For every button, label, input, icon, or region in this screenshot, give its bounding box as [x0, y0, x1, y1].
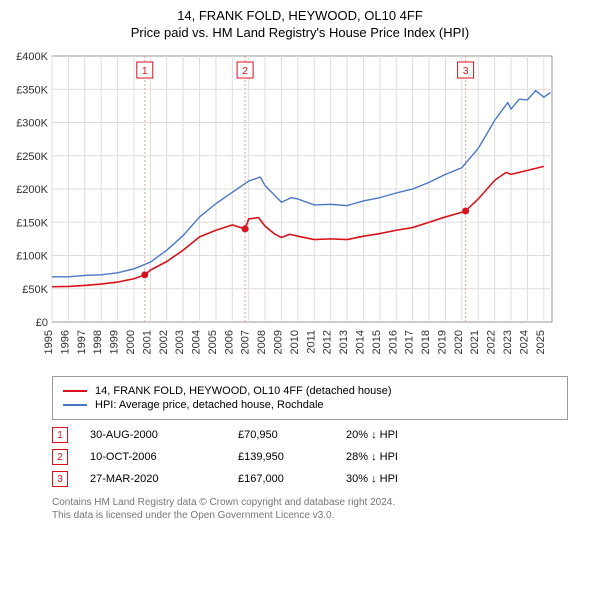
svg-text:1999: 1999	[109, 330, 121, 354]
legend-row: 14, FRANK FOLD, HEYWOOD, OL10 4FF (detac…	[63, 385, 557, 397]
marker-date: 30-AUG-2000	[90, 429, 230, 441]
svg-text:3: 3	[463, 66, 469, 77]
chart-area: £0 £50K £100K £150K £200K £250K £300K £350K £400…	[8, 48, 592, 368]
svg-text:2002: 2002	[158, 330, 170, 354]
chart-subtitle: Price paid vs. HM Land Registry's House …	[8, 25, 592, 40]
marker-delta: 20% ↓ HPI	[346, 429, 446, 441]
svg-text:2008: 2008	[256, 330, 268, 354]
svg-text:£100K: £100K	[16, 251, 48, 263]
footnote-line1: Contains HM Land Registry data © Crown c…	[52, 496, 568, 509]
marker-row: 1 30-AUG-2000 £70,950 20% ↓ HPI	[52, 424, 568, 446]
svg-text:2023: 2023	[502, 330, 514, 354]
svg-text:£400K: £400K	[16, 51, 48, 63]
svg-text:1: 1	[142, 66, 148, 77]
svg-text:2006: 2006	[223, 330, 235, 354]
legend-label: 14, FRANK FOLD, HEYWOOD, OL10 4FF (detac…	[95, 385, 392, 397]
svg-text:2010: 2010	[289, 330, 301, 354]
svg-text:£150K: £150K	[16, 217, 48, 229]
svg-text:1995: 1995	[43, 330, 55, 354]
svg-text:£50K: £50K	[22, 284, 48, 296]
legend-label: HPI: Average price, detached house, Roch…	[95, 399, 324, 411]
marker-price: £139,950	[238, 451, 338, 463]
svg-text:2007: 2007	[240, 330, 252, 354]
svg-text:2001: 2001	[141, 330, 153, 354]
marker-delta: 28% ↓ HPI	[346, 451, 446, 463]
svg-text:1997: 1997	[76, 330, 88, 354]
footnote: Contains HM Land Registry data © Crown c…	[52, 496, 568, 522]
marker-number-box: 1	[52, 427, 68, 443]
svg-text:2011: 2011	[305, 330, 317, 354]
svg-text:2018: 2018	[420, 330, 432, 354]
svg-text:£300K: £300K	[16, 118, 48, 130]
svg-text:£350K: £350K	[16, 84, 48, 96]
svg-text:2003: 2003	[174, 330, 186, 354]
svg-text:2022: 2022	[486, 330, 498, 354]
svg-text:2014: 2014	[354, 330, 366, 354]
svg-text:2: 2	[242, 66, 248, 77]
svg-text:2005: 2005	[207, 330, 219, 354]
marker-price: £70,950	[238, 429, 338, 441]
marker-delta: 30% ↓ HPI	[346, 473, 446, 485]
svg-text:£250K: £250K	[16, 151, 48, 163]
svg-text:2000: 2000	[125, 330, 137, 354]
svg-text:2013: 2013	[338, 330, 350, 354]
svg-text:2024: 2024	[518, 330, 530, 354]
legend-row: HPI: Average price, detached house, Roch…	[63, 399, 557, 411]
svg-text:2016: 2016	[387, 330, 399, 354]
svg-text:2020: 2020	[453, 330, 465, 354]
marker-row: 2 10-OCT-2006 £139,950 28% ↓ HPI	[52, 446, 568, 468]
legend-swatch	[63, 404, 87, 406]
marker-row: 3 27-MAR-2020 £167,000 30% ↓ HPI	[52, 468, 568, 490]
svg-text:2015: 2015	[371, 330, 383, 354]
svg-text:2021: 2021	[469, 330, 481, 354]
line-chart-svg: £0 £50K £100K £150K £200K £250K £300K £350K £400…	[8, 48, 568, 368]
svg-text:£0: £0	[36, 317, 48, 329]
svg-text:2012: 2012	[322, 330, 334, 354]
svg-text:2025: 2025	[535, 330, 547, 354]
legend: 14, FRANK FOLD, HEYWOOD, OL10 4FF (detac…	[52, 376, 568, 420]
marker-number-box: 2	[52, 449, 68, 465]
chart-title: 14, FRANK FOLD, HEYWOOD, OL10 4FF	[8, 8, 592, 23]
legend-swatch	[63, 390, 87, 392]
svg-text:2004: 2004	[191, 330, 203, 354]
footnote-line2: This data is licensed under the Open Gov…	[52, 509, 568, 522]
svg-text:1996: 1996	[59, 330, 71, 354]
marker-date: 10-OCT-2006	[90, 451, 230, 463]
markers-table: 1 30-AUG-2000 £70,950 20% ↓ HPI 2 10-OCT-2006…	[52, 424, 568, 490]
marker-number-box: 3	[52, 471, 68, 487]
svg-text:2017: 2017	[404, 330, 416, 354]
marker-price: £167,000	[238, 473, 338, 485]
marker-date: 27-MAR-2020	[90, 473, 230, 485]
svg-text:£200K: £200K	[16, 184, 48, 196]
svg-text:2019: 2019	[436, 330, 448, 354]
svg-text:2009: 2009	[273, 330, 285, 354]
svg-text:1998: 1998	[92, 330, 104, 354]
